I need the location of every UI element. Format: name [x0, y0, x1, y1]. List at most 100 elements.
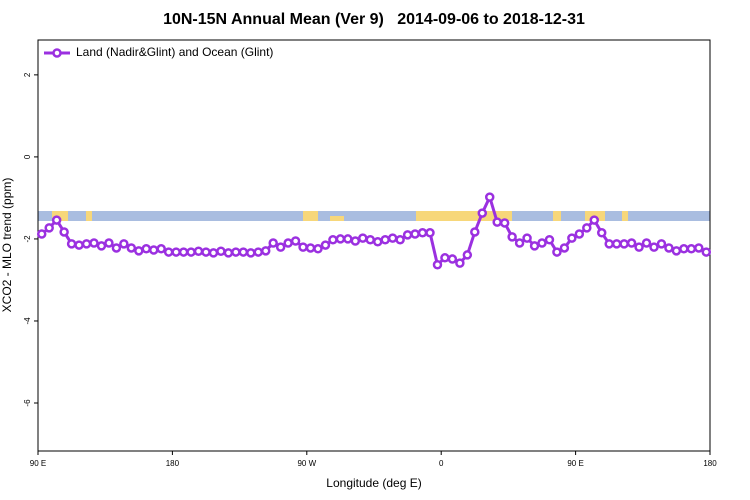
land-ocean-strip	[38, 211, 710, 221]
land-patch	[416, 211, 512, 221]
point	[567, 233, 577, 243]
point	[582, 223, 592, 233]
ocean-band	[38, 211, 710, 221]
point	[455, 258, 465, 268]
y-tick-label: 2	[23, 72, 32, 77]
y-tick-label: -2	[23, 235, 32, 243]
point	[514, 238, 525, 248]
point	[246, 248, 256, 258]
point	[335, 234, 346, 244]
point	[634, 242, 644, 252]
legend-marker	[52, 48, 62, 58]
point	[104, 238, 114, 248]
point	[372, 237, 383, 247]
point	[589, 215, 600, 225]
y-tick-label: -4	[23, 317, 32, 325]
point	[552, 247, 562, 257]
point	[275, 242, 286, 252]
x-tick-label: 0	[439, 459, 444, 468]
point	[462, 250, 473, 260]
point	[679, 244, 689, 254]
point	[208, 248, 219, 258]
point	[611, 239, 622, 249]
point	[216, 246, 226, 256]
point	[74, 240, 84, 250]
x-tick-label: 90 E	[567, 459, 583, 468]
point	[126, 243, 137, 253]
point	[231, 247, 241, 257]
point	[44, 223, 54, 233]
point	[574, 229, 585, 239]
point	[626, 238, 637, 248]
point	[432, 260, 443, 270]
point	[81, 239, 92, 249]
point	[223, 248, 234, 258]
point	[604, 239, 614, 249]
point	[178, 247, 189, 257]
point	[694, 243, 704, 253]
land-patch	[330, 216, 344, 221]
point	[171, 247, 181, 257]
land-patch	[553, 211, 561, 221]
point	[343, 234, 353, 244]
land-patch	[52, 211, 68, 221]
point	[499, 218, 510, 228]
point	[89, 238, 99, 248]
point	[365, 235, 376, 245]
point	[477, 208, 488, 218]
point	[447, 254, 458, 264]
point	[387, 233, 398, 243]
point	[507, 232, 517, 242]
x-tick-label: 90 W	[297, 459, 316, 468]
land-patch	[622, 211, 628, 221]
point	[596, 228, 607, 238]
point	[66, 239, 77, 249]
point	[141, 244, 152, 254]
point	[686, 244, 697, 254]
point	[283, 238, 293, 248]
land-patch	[86, 211, 92, 221]
point	[664, 243, 674, 253]
point	[290, 236, 301, 246]
x-tick-label: 180	[703, 459, 717, 468]
point	[559, 243, 570, 253]
point	[440, 253, 450, 263]
point	[253, 247, 264, 257]
point	[402, 230, 413, 240]
plot-frame	[37, 39, 711, 452]
point	[537, 238, 547, 248]
legend-label: Land (Nadir&Glint) and Ocean (Glint)	[76, 45, 273, 59]
point	[305, 243, 316, 253]
point	[484, 192, 495, 202]
point	[134, 246, 144, 256]
point	[358, 233, 368, 243]
x-tick-label: 180	[166, 459, 180, 468]
point	[111, 243, 122, 253]
point	[119, 239, 129, 249]
point	[395, 235, 405, 245]
point	[238, 247, 249, 257]
point	[59, 227, 69, 237]
point	[522, 233, 532, 243]
point	[268, 238, 278, 248]
point	[350, 236, 361, 246]
point	[656, 239, 667, 249]
point	[260, 246, 271, 256]
point	[96, 241, 107, 251]
point	[701, 247, 712, 257]
point	[193, 246, 204, 256]
point	[492, 217, 502, 227]
chart-title: 10N-15N Annual Mean (Ver 9) 2014-09-06 t…	[163, 11, 585, 28]
point	[186, 247, 196, 257]
point	[671, 246, 682, 256]
point	[51, 215, 62, 225]
point	[156, 244, 166, 254]
point	[410, 229, 420, 239]
point	[380, 235, 390, 245]
point	[649, 242, 659, 252]
point	[313, 244, 323, 254]
x-axis-label: Longitude (deg E)	[326, 476, 421, 490]
point	[470, 227, 480, 237]
point	[544, 235, 555, 245]
